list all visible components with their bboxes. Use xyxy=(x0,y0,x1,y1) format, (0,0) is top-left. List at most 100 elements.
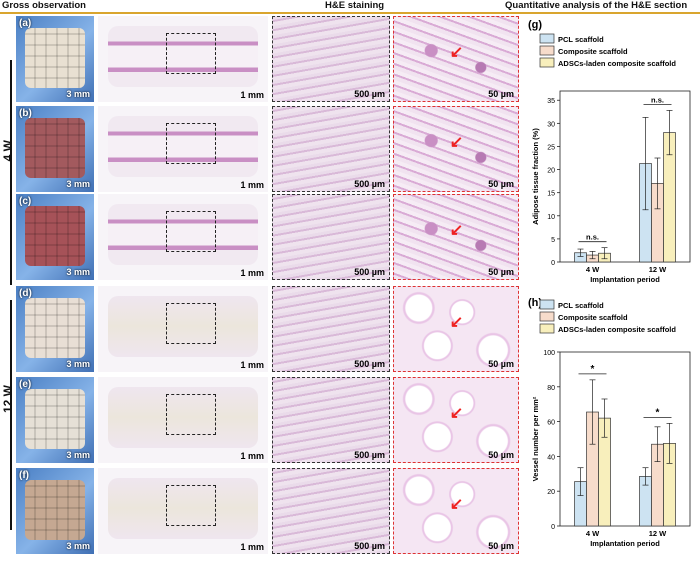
he-low-magnification: 500 µm xyxy=(272,194,390,280)
y-tick-label: 5 xyxy=(551,237,555,244)
header-divider-mid xyxy=(255,12,525,14)
y-tick-label: 0 xyxy=(551,524,555,531)
he-low-magnification: 500 µm xyxy=(272,377,390,463)
red-arrow-icon: ↙ xyxy=(449,405,464,423)
tissue-section xyxy=(108,478,258,539)
scale-label: 3 mm xyxy=(66,450,90,460)
scale-label: 50 µm xyxy=(488,89,514,99)
he-high-magnification: ↙ 50 µm xyxy=(393,468,519,554)
panel-label: (g) xyxy=(528,19,542,31)
week-label-4w: 4 W xyxy=(1,140,15,162)
y-axis-label: Adipose tissue fraction (%) xyxy=(531,128,540,225)
legend-swatch xyxy=(539,299,555,310)
y-tick-label: 15 xyxy=(547,191,555,198)
significance-label: * xyxy=(591,364,595,375)
tissue-section xyxy=(108,387,258,448)
section-overview: 1 mm xyxy=(98,286,268,372)
scaffold-sample xyxy=(25,28,85,89)
scale-label: 50 µm xyxy=(488,450,514,460)
scale-label: 50 µm xyxy=(488,179,514,189)
y-tick-label: 60 xyxy=(547,420,555,427)
scale-label: 1 mm xyxy=(240,180,264,190)
x-tick-label: 12 W xyxy=(649,529,667,538)
y-tick-label: 10 xyxy=(547,214,555,221)
x-tick-label: 12 W xyxy=(649,265,667,274)
red-arrow-icon: ↙ xyxy=(449,314,464,332)
panel-label: (d) xyxy=(19,288,32,299)
scaffold-sample xyxy=(25,298,85,359)
scale-label: 500 µm xyxy=(354,179,385,189)
he-high-magnification: ↙ 50 µm xyxy=(393,286,519,372)
scaffold-sample xyxy=(25,206,85,267)
legend-entry: Composite scaffold xyxy=(558,313,628,322)
section-overview: 1 mm xyxy=(98,468,268,554)
plot-frame xyxy=(559,351,691,527)
y-tick-label: 20 xyxy=(547,168,555,175)
week-label-12w: 12 W xyxy=(1,385,15,414)
scale-label: 50 µm xyxy=(488,541,514,551)
he-high-magnification: ↙ 50 µm xyxy=(393,377,519,463)
legend-swatch xyxy=(539,311,555,322)
he-low-magnification: 500 µm xyxy=(272,286,390,372)
red-arrow-icon: ↙ xyxy=(449,44,464,62)
plot-frame xyxy=(559,90,691,263)
scale-label: 50 µm xyxy=(488,359,514,369)
gross-photo: (f) 3 mm xyxy=(16,468,94,554)
scaffold-sample xyxy=(25,118,85,179)
y-tick-label: 25 xyxy=(547,144,555,151)
zoom-box xyxy=(166,394,216,435)
scale-label: 1 mm xyxy=(240,360,264,370)
panel-label: (a) xyxy=(19,18,32,29)
header-gross-observation: Gross observation xyxy=(2,0,86,11)
legend-swatch xyxy=(539,57,555,68)
scale-label: 3 mm xyxy=(66,267,90,277)
y-tick-label: 100 xyxy=(543,350,555,357)
legend-swatch xyxy=(539,33,555,44)
header-divider-right xyxy=(525,12,700,14)
he-low-magnification: 500 µm xyxy=(272,106,390,192)
tissue-section xyxy=(108,116,258,177)
scale-label: 3 mm xyxy=(66,359,90,369)
section-overview: 1 mm xyxy=(98,194,268,280)
chart-adipose-fraction: (g) PCL scaffold Composite scaffold ADSCs-l… xyxy=(528,19,691,284)
panel-label: (e) xyxy=(19,379,32,390)
legend-entry: PCL scaffold xyxy=(558,35,604,44)
zoom-box xyxy=(166,123,216,164)
x-axis-label: Implantation period xyxy=(590,539,660,548)
section-overview: 1 mm xyxy=(98,16,268,102)
x-tick-label: 4 W xyxy=(586,265,600,274)
gross-photo: (b) 3 mm xyxy=(16,106,94,192)
panel-label: (b) xyxy=(19,108,32,119)
y-axis-label: Vessel number per mm² xyxy=(531,396,540,481)
header-divider-left xyxy=(0,12,255,14)
scale-label: 1 mm xyxy=(240,90,264,100)
scale-label: 1 mm xyxy=(240,542,264,552)
significance-label: * xyxy=(656,407,660,418)
gross-photo: (e) 3 mm xyxy=(16,377,94,463)
scale-label: 1 mm xyxy=(240,451,264,461)
scale-label: 500 µm xyxy=(354,541,385,551)
he-high-magnification: ↙ 50 µm xyxy=(393,194,519,280)
zoom-box xyxy=(166,303,216,344)
red-arrow-icon: ↙ xyxy=(449,222,464,240)
y-tick-label: 35 xyxy=(547,98,555,105)
scale-label: 500 µm xyxy=(354,267,385,277)
gross-photo: (d) 3 mm xyxy=(16,286,94,372)
significance-label: n.s. xyxy=(651,95,664,104)
scale-label: 3 mm xyxy=(66,541,90,551)
scaffold-sample xyxy=(25,389,85,450)
he-high-magnification: ↙ 50 µm xyxy=(393,16,519,102)
tissue-section xyxy=(108,296,258,357)
scale-label: 500 µm xyxy=(354,89,385,99)
scaffold-sample xyxy=(25,480,85,541)
week-bracket-4w xyxy=(10,60,12,285)
section-overview: 1 mm xyxy=(98,377,268,463)
chart-vessel-number: (h) PCL scaffold Composite scaffold ADSCs-l… xyxy=(528,297,691,548)
week-bracket-12w xyxy=(10,300,12,530)
header-quantitative-analysis: Quantitative analysis of the H&E section xyxy=(505,0,688,11)
panel-label: (h) xyxy=(528,297,542,309)
legend-entry: ADSCs-laden composite scaffold xyxy=(558,59,676,68)
he-high-magnification: ↙ 50 µm xyxy=(393,106,519,192)
x-axis-label: Implantation period xyxy=(590,275,660,284)
x-tick-label: 4 W xyxy=(586,529,600,538)
